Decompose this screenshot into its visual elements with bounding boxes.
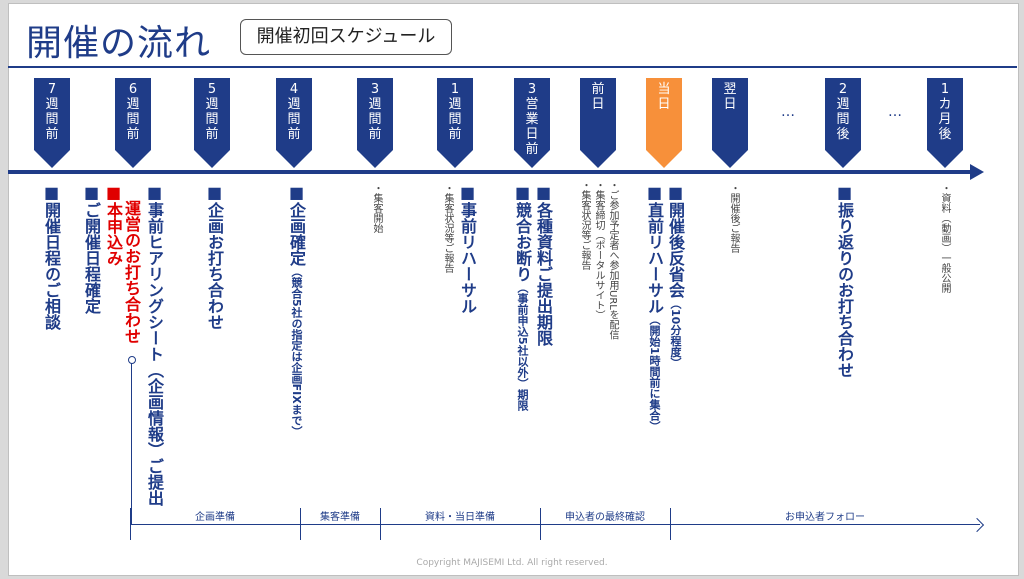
- copyright: Copyright MAJISEMI Ltd. All right reserv…: [416, 558, 608, 568]
- marker-shape: [194, 78, 230, 168]
- marker-label: 翌日: [723, 82, 737, 112]
- phase-final-check: 申込者の最終確認: [565, 512, 645, 523]
- task-schedule-consult: ■開催日程のご相談: [42, 183, 61, 330]
- task-marketing-report: ・集客状況等ご報告: [442, 183, 453, 273]
- marker-shape: [825, 78, 861, 168]
- marker-label: 当日: [657, 82, 671, 112]
- ellipsis-2: …: [888, 104, 902, 120]
- phase-axis: [130, 524, 980, 525]
- task-application: ■本申込み: [104, 183, 123, 266]
- task-public-release: ・資料（動画）一般公開: [939, 183, 950, 293]
- marker-shape: [437, 78, 473, 168]
- marker-shape: [514, 78, 550, 168]
- task-marketing-start: ・集客開始: [371, 183, 382, 233]
- task-schedule-fixed: ■ご開催日程確定: [82, 183, 101, 314]
- task-review-meeting: ■開催後反省会（10分程度）: [666, 183, 685, 369]
- task-plan-meeting: ■企画お打ち合わせ: [205, 183, 224, 330]
- phase-tick: [540, 508, 541, 540]
- task-marketing-report-2: ・集客状況等ご報告: [579, 180, 590, 270]
- ellipsis-1: …: [781, 104, 795, 120]
- title-divider: [8, 66, 1017, 68]
- task-materials-deadline: ■各種資料ご提出期限: [534, 183, 553, 346]
- phase-tick: [130, 508, 131, 540]
- task-competitor-decline: ■競合お断り（事前申込5社以外）期限: [513, 183, 532, 411]
- dot-connector: [131, 360, 132, 524]
- task-send-url: ・ご参加予定者へ参加用URLを配信: [607, 180, 618, 340]
- phase-tick: [300, 508, 301, 540]
- marker-shape: [712, 78, 748, 168]
- marker-shape: [927, 78, 963, 168]
- phase-follow-up: お申込者フォロー: [785, 512, 865, 523]
- task-plan-fixed: ■企画確定（競合5社の指定は企画FIXまで）: [287, 183, 306, 437]
- marker-shape: [357, 78, 393, 168]
- phase-tick: [670, 508, 671, 540]
- timeline-marker: 前日: [580, 78, 616, 168]
- task-retrospective: ■振り返りのお打ち合わせ: [835, 183, 854, 378]
- timeline-marker: 当日: [646, 78, 682, 168]
- task-hearing-sheet: ■事前ヒアリングシート（企画情報）ご提出: [145, 183, 164, 506]
- marker-shape: [34, 78, 70, 168]
- marker-shape: [115, 78, 151, 168]
- timeline-axis: [8, 170, 973, 174]
- phase-marketing: 集客準備: [320, 512, 360, 523]
- subtitle-box: 開催初回スケジュール: [240, 19, 452, 55]
- timeline-marker: 翌日: [712, 78, 748, 168]
- timeline-arrowhead: [970, 164, 984, 180]
- task-pre-rehearsal: ■事前リハーサル: [458, 183, 477, 314]
- phase-tick: [380, 508, 381, 540]
- marker-label: 前日: [591, 82, 605, 112]
- phase-materials: 資料・当日準備: [425, 512, 495, 523]
- marker-shape: [646, 78, 682, 168]
- task-final-rehearsal: ■直前リハーサル（開始1時間前に集合）: [645, 183, 664, 432]
- marker-shape: [580, 78, 616, 168]
- task-ops-meeting: 運営のお打ち合わせ: [122, 200, 141, 344]
- page-title: 開催の流れ: [26, 23, 212, 64]
- task-post-report: ・開催後ご報告: [728, 183, 739, 253]
- task-marketing-close: ・集客締切（ポータルサイト）: [593, 180, 604, 320]
- marker-shape: [276, 78, 312, 168]
- phase-planning: 企画準備: [195, 512, 235, 523]
- dot-marker: [128, 356, 136, 364]
